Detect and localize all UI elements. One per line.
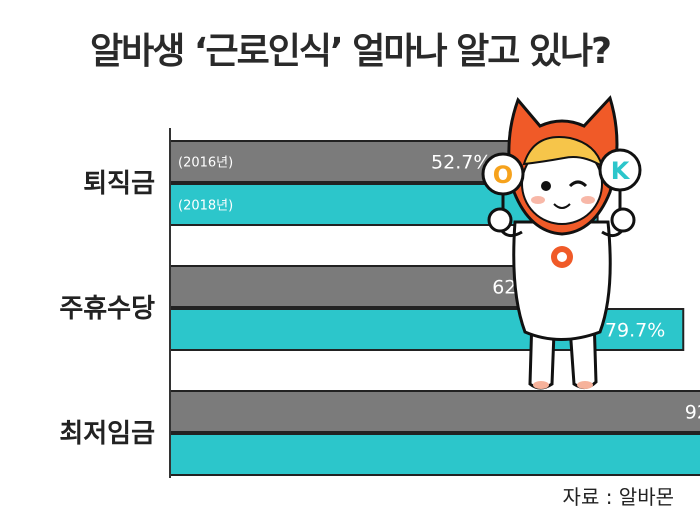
source-note: 자료 : 알바몬 xyxy=(562,485,674,509)
sign-k-letter: K xyxy=(611,157,631,185)
mascot-illustration: O K xyxy=(481,95,642,390)
chart-title: 알바생 ‘근로인식’ 얼마나 알고 있나? xyxy=(89,31,612,72)
category-label: 최저임금 xyxy=(59,419,155,449)
value-label: 92.1% xyxy=(685,402,700,424)
bar-2018-3 xyxy=(169,433,700,476)
legend-2016: (2016년) xyxy=(178,156,233,171)
legend-2018: (2018년) xyxy=(178,199,233,214)
category-label: 주휴수당 xyxy=(59,294,155,324)
value-label: 52.7% xyxy=(431,152,491,174)
value-label: 79.7% xyxy=(605,320,665,342)
bar-2016-3 xyxy=(169,390,700,433)
sign-k xyxy=(598,148,642,192)
sign-o-letter: O xyxy=(493,161,513,189)
sign-o xyxy=(481,152,525,196)
bar-2016-1 xyxy=(169,140,511,183)
mascot-body xyxy=(512,220,612,341)
category-label: 퇴직금 xyxy=(83,169,155,199)
